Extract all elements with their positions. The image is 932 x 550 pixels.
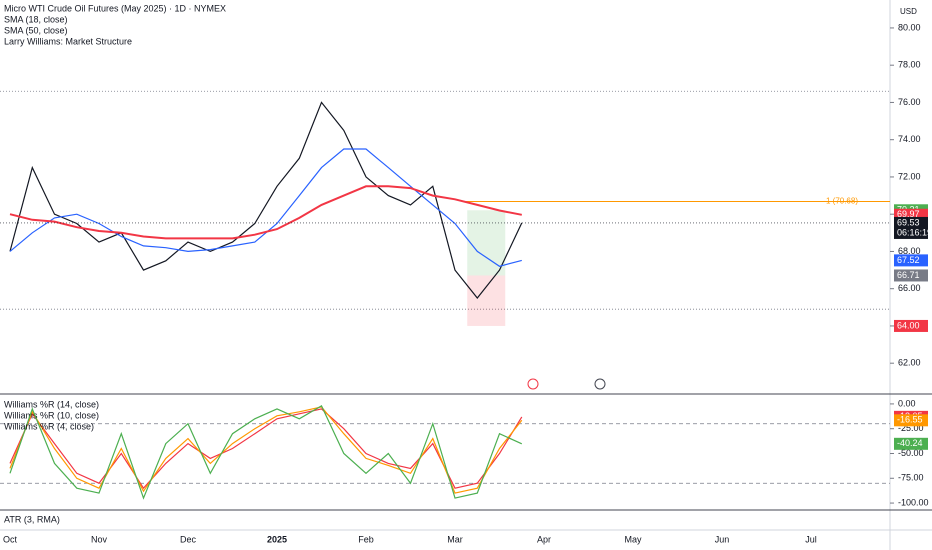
y-tick-label: 80.00: [898, 22, 921, 32]
y-tick-label: 76.00: [898, 97, 921, 107]
marker-badge-label: 64.00: [897, 320, 920, 330]
loss-zone: [467, 275, 506, 326]
y-tick-label: 62.00: [898, 358, 921, 368]
x-tick-label: Oct: [3, 534, 18, 544]
event-icon[interactable]: [594, 378, 606, 390]
series-line: [9, 406, 523, 494]
x-tick-label: 2025: [267, 534, 287, 544]
y-tick-label: -50.00: [898, 448, 924, 458]
series-line: [9, 101, 523, 299]
fib-label: -1 (70.68): [823, 197, 858, 206]
price-badge-label: 69.53: [897, 217, 920, 227]
profit-zone: [467, 210, 506, 276]
atr-title[interactable]: ATR (3, RMA): [4, 514, 60, 524]
marker-badge: [894, 269, 928, 282]
legend-entry: SMA (50, close): [4, 25, 68, 35]
y-tick-label: 0.00: [898, 398, 916, 408]
price-badge: [894, 216, 928, 239]
y-tick-label: 66.00: [898, 283, 921, 293]
y-tick-label: -100.00: [898, 497, 929, 507]
legend-entry: Williams %R (4, close): [4, 421, 94, 431]
wr-badge: [894, 414, 928, 427]
event-icon[interactable]: [527, 378, 539, 390]
legend-entry: SMA (18, close): [4, 14, 68, 24]
x-tick-label: Apr: [537, 534, 551, 544]
x-tick-label: Nov: [91, 534, 108, 544]
sma50-badge-label: 69.97: [897, 209, 920, 219]
wr-badge-label: -40.24: [897, 438, 923, 448]
legend-entry: Williams %R (14, close): [4, 399, 99, 409]
x-tick-label: Jul: [805, 534, 817, 544]
x-tick-label: Dec: [180, 534, 197, 544]
wr-badge-label: -16.55: [897, 415, 923, 425]
marker-badge: [894, 319, 928, 332]
y-tick-label: -25.00: [898, 423, 924, 433]
legend-entry: Larry Williams: Market Structure: [4, 36, 132, 46]
y-tick-label: 68.00: [898, 246, 921, 256]
series-line: [9, 185, 522, 240]
y-tick-label: 74.00: [898, 134, 921, 144]
countdown: 06:16:19: [897, 227, 932, 237]
series-line: [9, 408, 523, 490]
y-tick-label: 78.00: [898, 60, 921, 70]
sma18-badge-label: 67.52: [897, 255, 920, 265]
marker-badge-label: 66.71: [897, 270, 920, 280]
x-tick-label: May: [624, 534, 642, 544]
wr-badge: [894, 437, 928, 450]
x-tick-label: Feb: [358, 534, 374, 544]
legend-entry: Williams %R (10, close): [4, 410, 99, 420]
sma18-badge: [894, 254, 928, 267]
y-tick-label: -75.00: [898, 473, 924, 483]
x-tick-label: Mar: [447, 534, 463, 544]
y-tick-label: 72.00: [898, 171, 921, 181]
series-line: [9, 405, 523, 500]
symbol-title[interactable]: Micro WTI Crude Oil Futures (May 2025) ·…: [4, 3, 226, 13]
x-tick-label: Jun: [715, 534, 730, 544]
currency[interactable]: USD: [900, 7, 917, 16]
